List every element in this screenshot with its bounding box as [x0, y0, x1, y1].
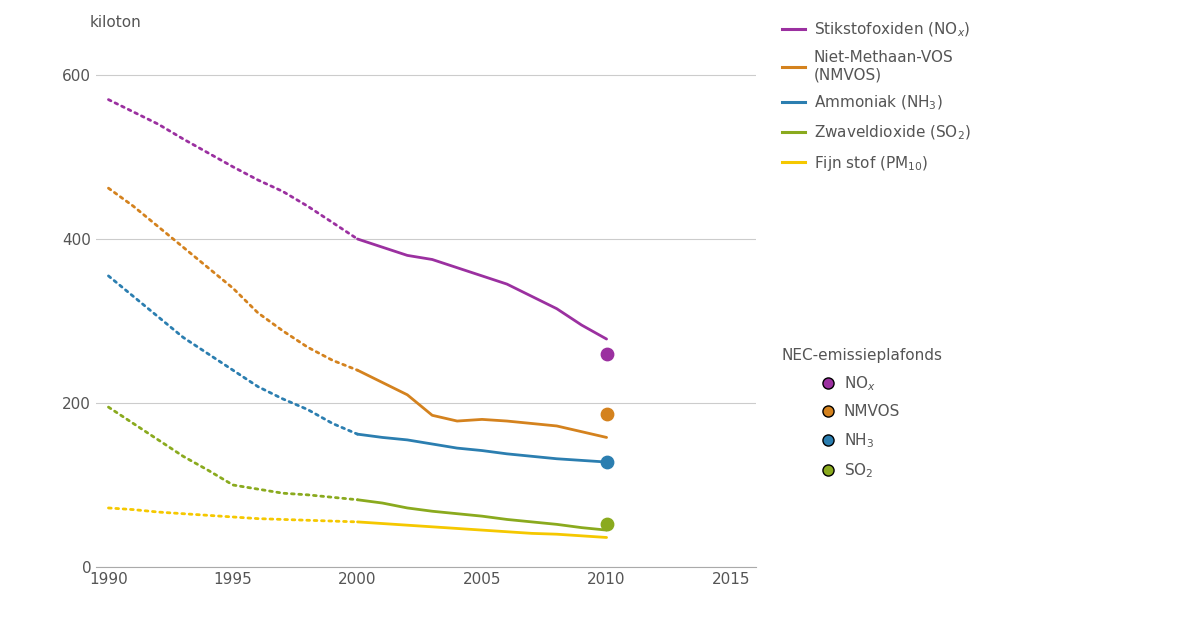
- Point: [596, 457, 616, 467]
- Point: [596, 349, 616, 359]
- Point: [596, 409, 616, 419]
- Point: [596, 519, 616, 529]
- Legend: Stikstofoxiden (NO$_x$), Niet-Methaan-VOS
(NMVOS), Ammoniak (NH$_3$), Zwaveldiox: Stikstofoxiden (NO$_x$), Niet-Methaan-VO…: [781, 20, 971, 173]
- Legend: NO$_x$, NMVOS, NH$_3$, SO$_2$: NO$_x$, NMVOS, NH$_3$, SO$_2$: [781, 348, 943, 480]
- Text: kiloton: kiloton: [90, 14, 142, 30]
